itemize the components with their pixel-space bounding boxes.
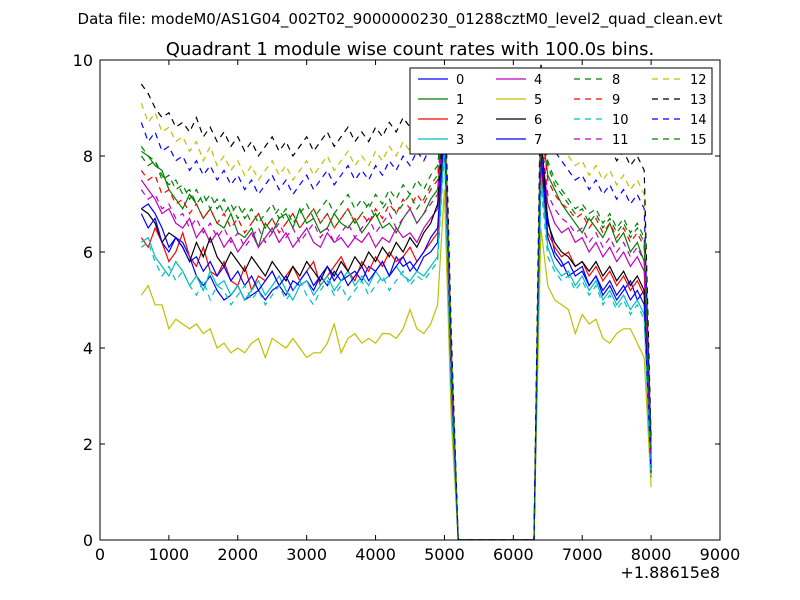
legend-box <box>409 67 713 155</box>
legend-label-10: 10 <box>612 113 629 128</box>
series-line-9 <box>140 107 652 540</box>
x-tick-label: 7000 <box>562 545 603 564</box>
x-tick-label: 4000 <box>355 545 396 564</box>
x-tick-label: 6000 <box>493 545 534 564</box>
x-tick-label: 3000 <box>286 545 327 564</box>
legend-label-2: 2 <box>456 113 464 128</box>
legend-label-0: 0 <box>456 73 464 88</box>
plot-frame <box>99 59 721 541</box>
series-line-12 <box>140 79 652 540</box>
legend-label-14: 14 <box>690 113 707 128</box>
chart-title: Quadrant 1 module wise count rates with … <box>166 39 655 60</box>
x-tick-label: 8000 <box>631 545 672 564</box>
legend-label-9: 9 <box>612 93 620 108</box>
legend-label-6: 6 <box>534 113 542 128</box>
y-tick-label: 4 <box>83 339 93 358</box>
series-line-10 <box>140 151 652 540</box>
x-tick-label: 9000 <box>700 545 741 564</box>
legend-label-13: 13 <box>690 93 707 108</box>
x-tick-label: 5000 <box>424 545 465 564</box>
series-line-11 <box>140 117 652 540</box>
legend-label-11: 11 <box>612 133 629 148</box>
series-line-7 <box>140 127 652 540</box>
legend-label-1: 1 <box>456 93 464 108</box>
x-tick-label: 1000 <box>149 545 190 564</box>
y-tick-label: 10 <box>73 51 93 70</box>
legend-label-5: 5 <box>534 93 542 108</box>
y-tick-label: 6 <box>83 243 93 262</box>
series-line-8 <box>140 103 652 540</box>
legend-label-4: 4 <box>534 73 542 88</box>
x-tick-label: 2000 <box>217 545 258 564</box>
series-line-4 <box>140 127 652 540</box>
series-line-3 <box>140 141 652 540</box>
series-line-15 <box>140 98 652 540</box>
series-line-5 <box>140 189 652 540</box>
y-tick-label: 2 <box>83 435 93 454</box>
series-line-6 <box>140 112 652 540</box>
x-offset-label: +1.88615e8 <box>620 563 720 582</box>
legend-label-7: 7 <box>534 133 542 148</box>
x-tick-label: 0 <box>95 545 105 564</box>
legend-label-3: 3 <box>456 133 464 148</box>
series-line-2 <box>140 131 652 540</box>
legend-label-12: 12 <box>690 73 707 88</box>
figure-suptitle: Data file: modeM0/AS1G04_002T02_90000002… <box>78 10 723 29</box>
series-line-14 <box>140 88 652 540</box>
legend-label-15: 15 <box>690 133 707 148</box>
axes: 0 1000 2000 3000 4000 5000 6000 7000 8000 9000 0 2 4… <box>73 51 741 564</box>
legend-label-8: 8 <box>612 73 620 88</box>
y-tick-label: 8 <box>83 147 93 166</box>
y-tick-label: 0 <box>83 531 93 550</box>
series-line-1 <box>140 112 652 540</box>
